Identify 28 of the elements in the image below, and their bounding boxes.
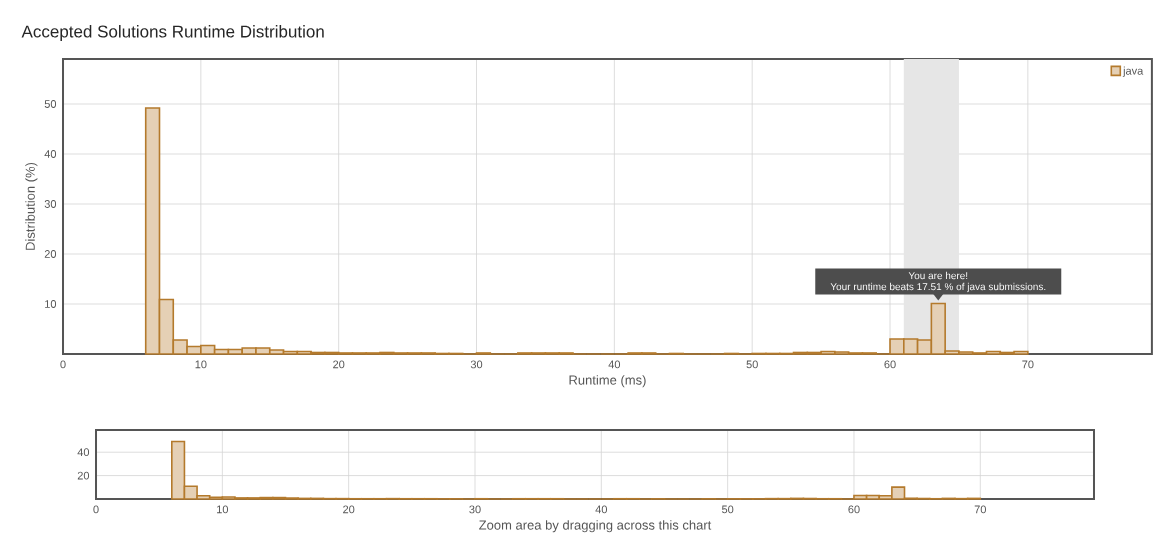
x-tick-label: 0 xyxy=(93,505,99,514)
x-tick-label: 30 xyxy=(470,360,483,369)
x-tick-label: 20 xyxy=(333,360,345,369)
x-tick-label: 0 xyxy=(60,360,66,369)
y-tick-label: 40 xyxy=(44,150,57,158)
x-tick-label: 50 xyxy=(746,360,758,369)
x-tick-label: 60 xyxy=(848,505,860,514)
x-axis-title: Zoom area by dragging across this chart xyxy=(479,520,712,533)
x-axis-title: Runtime (ms) xyxy=(569,375,646,388)
x-tick-label: 10 xyxy=(217,505,229,514)
chart-title: Accepted Solutions Runtime Distribution xyxy=(21,25,324,41)
x-tick-label: 40 xyxy=(608,360,621,369)
x-tick-label: 70 xyxy=(1022,360,1034,369)
y-axis-title: Distribution (%) xyxy=(25,162,38,250)
x-tick-label: 40 xyxy=(595,505,608,514)
y-tick-label: 10 xyxy=(45,300,57,308)
x-tick-label: 10 xyxy=(195,360,207,369)
y-tick-label: 20 xyxy=(44,250,57,258)
x-tick-label: 60 xyxy=(884,360,896,369)
x-tick-label: 20 xyxy=(343,505,355,514)
x-tick-label: 70 xyxy=(974,505,986,514)
y-tick-label: 30 xyxy=(44,200,57,208)
annotation: You are here! xyxy=(908,271,968,280)
x-tick-label: 50 xyxy=(721,505,734,514)
y-tick-label: 50 xyxy=(44,100,57,108)
legend-label: java xyxy=(1122,66,1144,77)
annotation: Your runtime beats 17.51 % of java submissions. xyxy=(830,282,1046,293)
x-tick-label: 30 xyxy=(469,505,481,514)
